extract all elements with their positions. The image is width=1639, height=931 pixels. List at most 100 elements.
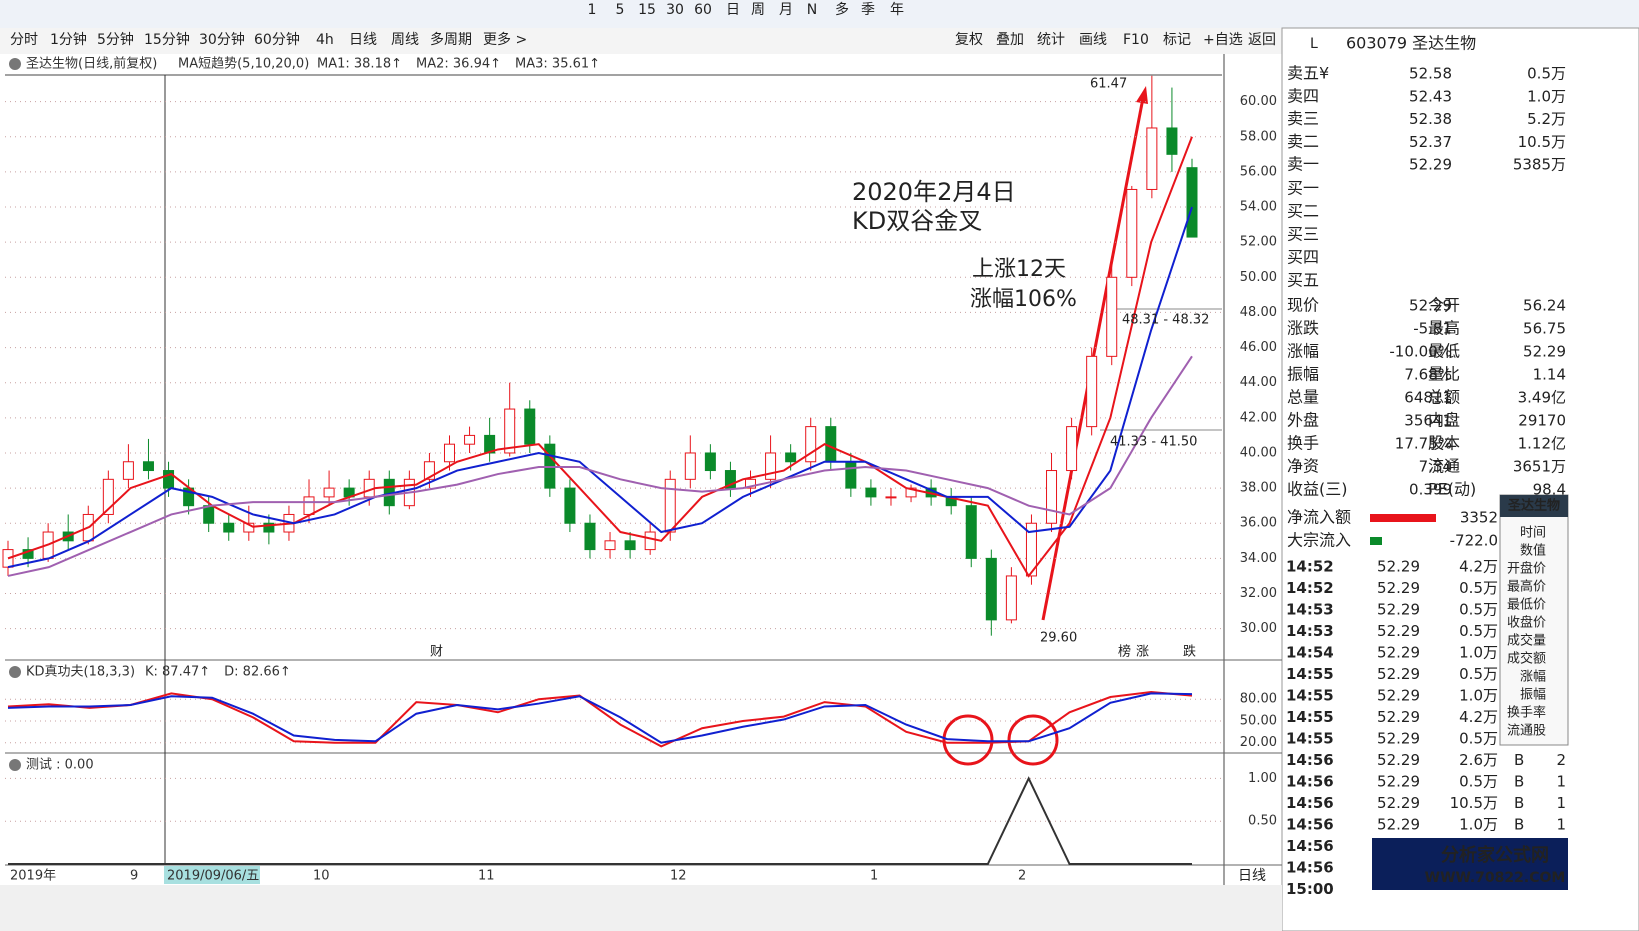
candle-body — [684, 452, 696, 480]
toolbar-button: 多 — [835, 1, 849, 18]
popup-item[interactable]: 时间 — [1520, 526, 1546, 541]
period-tab: 15分钟 — [144, 31, 190, 48]
legend-entry: MA1: 38.18↑ — [317, 57, 402, 72]
stat-value: 7.34 — [1419, 458, 1452, 476]
trade-volume: 2.6万 — [1459, 751, 1498, 769]
stat-label: 现价 — [1287, 296, 1319, 315]
candle-body — [163, 470, 175, 489]
series-line — [7, 206, 1193, 569]
stock-code: 603079 圣达生物 — [1346, 34, 1476, 53]
trade-time: 14:53 — [1286, 622, 1334, 640]
candle-body — [142, 461, 154, 472]
trade-price: 52.29 — [1377, 708, 1420, 726]
popup-item[interactable]: 最高价 — [1507, 579, 1546, 595]
popup-item[interactable]: 流通股 — [1507, 724, 1546, 739]
candle-body — [885, 496, 897, 499]
x-label: 12 — [670, 869, 687, 884]
toolbar-button: 30 — [666, 2, 684, 18]
x-label: 9 — [130, 869, 138, 884]
trade-time: 14:56 — [1286, 816, 1334, 834]
ask-price: 52.29 — [1409, 156, 1452, 174]
popup-item[interactable]: 开盘价 — [1507, 561, 1546, 577]
stat-value: 17.75% — [1395, 435, 1452, 453]
popup-item[interactable]: 收盘价 — [1507, 615, 1546, 631]
candle-body — [1005, 575, 1017, 621]
candle-body — [323, 487, 335, 498]
candle-body — [845, 461, 857, 489]
panel-toggle[interactable] — [9, 666, 21, 678]
y-tick-label: 50.00 — [1240, 270, 1277, 285]
annotation: 41.33 - 41.50 — [1110, 435, 1197, 450]
candle-body — [724, 470, 736, 489]
bid-label: 买三 — [1287, 225, 1319, 244]
stat-label: 总额 — [1428, 388, 1460, 407]
candle-body — [464, 434, 476, 445]
popup-item[interactable]: 涨幅 — [1520, 670, 1546, 685]
y-tick-label: 56.00 — [1240, 164, 1277, 179]
trade-volume: 0.5万 — [1459, 601, 1498, 619]
candle-body — [1146, 127, 1158, 190]
candle-body — [745, 478, 757, 489]
y-tick-label: 1.00 — [1248, 771, 1277, 786]
series-line — [7, 690, 1193, 748]
tool-button: 叠加 — [996, 32, 1024, 48]
candle-body — [664, 478, 676, 533]
stat-label: PE(动) — [1428, 480, 1476, 499]
popup-item[interactable]: 振幅 — [1520, 688, 1546, 703]
trade-side: B — [1514, 773, 1524, 791]
period-tab: 30分钟 — [199, 31, 245, 48]
popup-item[interactable]: 最低价 — [1507, 598, 1546, 613]
candle-body — [865, 487, 877, 498]
axis-period: 日线 — [1238, 868, 1266, 884]
flow-bar — [1370, 514, 1436, 522]
legend-entry: D: 82.66↑ — [224, 665, 291, 680]
period-tab: 1分钟 — [50, 31, 87, 48]
tool-button: F10 — [1123, 32, 1149, 48]
popup-item[interactable]: 数值 — [1520, 543, 1546, 559]
candle-body — [1166, 127, 1178, 155]
stat-label: 内盘 — [1428, 411, 1460, 430]
trade-time: 14:56 — [1286, 859, 1334, 877]
bid-label: 买四 — [1287, 248, 1319, 267]
candle-body — [423, 461, 435, 480]
trade-count: 2 — [1556, 751, 1566, 769]
candle-body — [1046, 470, 1058, 524]
popup-item[interactable]: 换手率 — [1507, 705, 1546, 721]
trade-time: 14:56 — [1286, 837, 1334, 855]
toolbar-button: 年 — [890, 2, 904, 18]
candle-body — [965, 505, 977, 559]
trade-volume: 4.2万 — [1459, 558, 1498, 576]
candle-body — [122, 461, 134, 480]
bid-label: 买一 — [1287, 179, 1319, 198]
ask-price: 52.43 — [1409, 87, 1452, 105]
stat-value: 3.49亿 — [1518, 389, 1566, 407]
annotation: KD双谷金叉 — [852, 207, 982, 235]
trade-time: 14:56 — [1286, 773, 1334, 791]
ask-label: 卖四 — [1287, 86, 1319, 105]
panel-toggle[interactable] — [9, 759, 21, 771]
y-tick-label: 32.00 — [1240, 586, 1277, 601]
trade-side: B — [1514, 794, 1524, 812]
panel-toggle[interactable] — [9, 58, 21, 70]
stat-label: 股本 — [1428, 434, 1460, 453]
kd-circle — [942, 714, 994, 766]
popup-item[interactable]: 成交额 — [1507, 651, 1546, 667]
y-tick-label: 40.00 — [1240, 445, 1277, 460]
stat-label: 外盘 — [1287, 411, 1319, 430]
kd-circle — [1007, 714, 1059, 766]
candle-body — [644, 531, 656, 551]
bid-label: 买五 — [1287, 271, 1319, 290]
flow-label: 净流入额 — [1287, 508, 1351, 527]
tool-button: 标记 — [1163, 32, 1191, 48]
popup-item[interactable]: 成交量 — [1507, 633, 1546, 649]
popup — [1499, 494, 1569, 746]
period-tab: 60分钟 — [254, 31, 300, 48]
annotation: 48.31 - 48.32 — [1122, 313, 1209, 328]
y-tick-label: 30.00 — [1240, 621, 1277, 636]
ask-volume: 0.5万 — [1527, 65, 1566, 83]
watermark: 分析家公式网 — [1441, 844, 1549, 866]
trade-price: 52.29 — [1377, 687, 1420, 705]
stat-label: 今开 — [1428, 296, 1460, 315]
trade-time: 14:52 — [1286, 579, 1334, 597]
candle-body — [2, 549, 14, 568]
